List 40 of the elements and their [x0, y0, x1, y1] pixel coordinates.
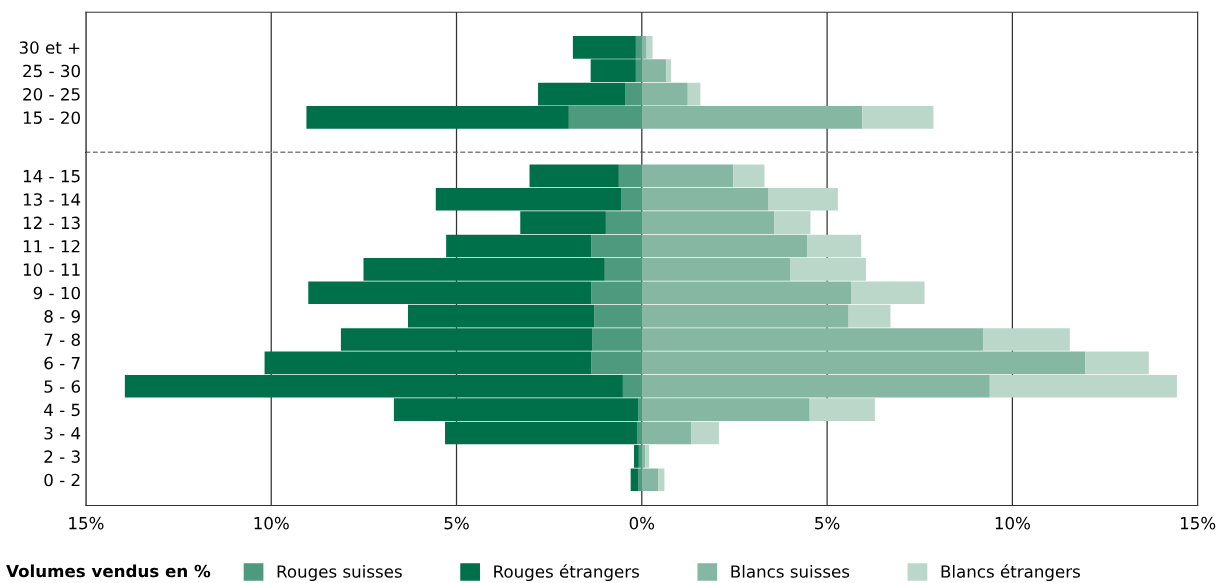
- bar: [691, 421, 719, 445]
- y-tick-label: 4 - 5: [44, 403, 80, 417]
- bar: [983, 328, 1070, 351]
- y-tick-label: 14 - 15: [23, 170, 80, 183]
- y-tick-label: 25 - 30: [23, 64, 80, 78]
- bar: [733, 164, 765, 188]
- bar: [645, 445, 650, 468]
- x-tick-label: 10%: [995, 516, 1030, 530]
- y-tick-label: 7 - 8: [44, 333, 80, 347]
- legend-label: Rouges suisses: [277, 564, 402, 582]
- y-tick-label: 30 et +: [19, 41, 80, 54]
- y-tick-label: 8 - 9: [44, 310, 80, 323]
- bar: [862, 106, 934, 129]
- legend-label: Rouges étrangers: [494, 564, 639, 582]
- bar: [666, 59, 672, 83]
- x-tick-label: 15%: [1180, 516, 1216, 530]
- bar: [658, 468, 665, 492]
- y-tick-label: 9 - 10: [33, 286, 80, 300]
- legend-label: Blancs suisses: [731, 564, 850, 578]
- y-tick-label: 13 - 14: [23, 193, 81, 206]
- x-tick-label: 10%: [254, 516, 289, 530]
- bar: [646, 35, 653, 59]
- legend-label: Blancs étrangers: [941, 564, 1080, 582]
- y-tick-label: 5 - 6: [44, 380, 81, 393]
- bar: [687, 82, 701, 106]
- y-tick-label: 11 - 12: [23, 239, 80, 253]
- x-tick-label: 5%: [444, 516, 469, 530]
- y-tick-label: 0 - 2: [44, 473, 80, 487]
- y-tick-label: 2 - 3: [44, 450, 80, 463]
- y-tick-label: 15 - 20: [23, 111, 80, 124]
- x-tick-label: 5%: [815, 516, 840, 530]
- legend-title: Volumes vendus en %: [6, 564, 211, 578]
- x-tick-label: 0%: [629, 516, 655, 530]
- y-tick-label: 12 - 13: [23, 216, 80, 230]
- y-tick-label: 20 - 25: [23, 88, 80, 101]
- x-tick-label: 15%: [69, 516, 104, 530]
- y-tick-label: 6 - 7: [44, 356, 80, 370]
- bar: [809, 398, 875, 421]
- y-tick-label: 10 - 11: [23, 263, 80, 276]
- y-tick-label: 3 - 4: [44, 426, 81, 440]
